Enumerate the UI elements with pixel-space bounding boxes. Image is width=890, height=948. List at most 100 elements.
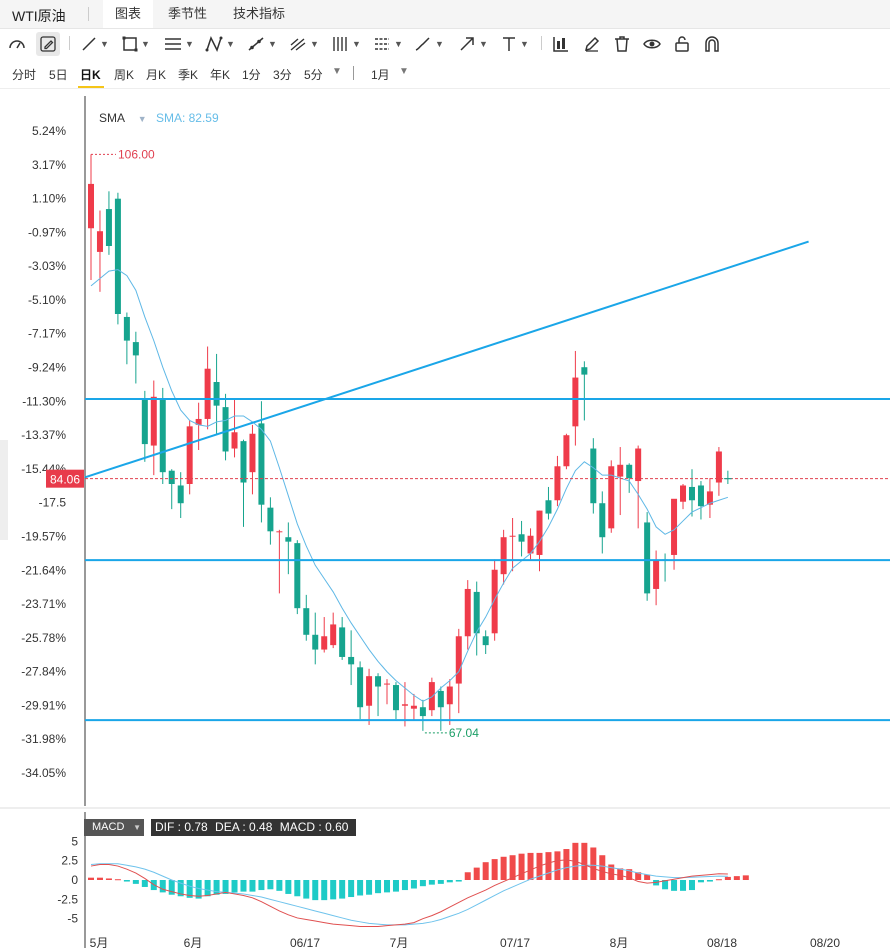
y-tick-label: -19.57% [21, 529, 66, 543]
period-quarterly[interactable]: 季K [178, 68, 199, 82]
eye-icon[interactable] [642, 32, 662, 56]
macd-histogram-bar [384, 880, 391, 893]
macd-histogram-bar [500, 856, 507, 880]
candle-body [222, 407, 229, 452]
trend-tool-icon[interactable]: ▼ [246, 32, 277, 56]
candle-body [473, 591, 480, 634]
macd-histogram-bar [608, 864, 615, 880]
magnet-icon[interactable] [702, 32, 722, 56]
period-3-min[interactable]: 3分 [273, 68, 292, 82]
sma-dropdown-icon[interactable]: ▼ [137, 114, 147, 124]
line-icon[interactable]: ▼ [80, 32, 109, 56]
fork-icon[interactable]: ▼ [288, 32, 319, 56]
period-weekly[interactable]: 周K [114, 68, 135, 82]
candle-body [608, 466, 615, 529]
trash-icon[interactable] [612, 32, 632, 56]
period-daily[interactable]: 日K [80, 68, 101, 82]
candle [168, 469, 175, 510]
candle [195, 402, 202, 450]
price-chart[interactable]: 5.24% 3.17% 1.10% -0.97% -3.03% -5.10% -7.17% -… [0, 96, 890, 948]
macd-selector[interactable]: MACD ▼ [84, 819, 144, 836]
brush-icon[interactable]: ▼ [413, 32, 444, 56]
pencil-icon[interactable] [36, 32, 60, 56]
candle [706, 478, 713, 518]
edit-icon[interactable] [582, 32, 602, 56]
macd-histogram-bar [446, 880, 453, 883]
candle-body [626, 464, 633, 479]
candle-body [294, 543, 301, 609]
pattern-icon[interactable]: ▼ [204, 32, 235, 56]
arrow-icon[interactable]: ▼ [457, 32, 488, 56]
tab-bar: WTI原油 图表 季节性 技术指标 [0, 0, 890, 29]
candle [724, 470, 731, 484]
rectangle-icon[interactable]: ▼ [121, 32, 150, 56]
candle [545, 486, 552, 520]
y-tick-label: -23.71% [21, 597, 66, 611]
candle-body [276, 531, 283, 533]
candle-body [384, 683, 391, 685]
period-intraday[interactable]: 分时 [12, 68, 37, 82]
range-dropdown-icon[interactable]: ▼ [399, 66, 409, 77]
candle [715, 447, 722, 496]
candle [366, 668, 373, 725]
period-5-day[interactable]: 5日 [49, 68, 68, 82]
candle [330, 612, 337, 649]
candle [348, 630, 355, 686]
period-yearly[interactable]: 年K [210, 68, 231, 82]
candle-body [186, 426, 193, 484]
sma-legend: SMA ▼ SMA: 82.59 [99, 111, 219, 125]
period-5-min[interactable]: 5分 [304, 68, 323, 82]
macd-histogram-bar [599, 855, 606, 880]
channel-icon[interactable]: ▼ [372, 32, 403, 56]
minute-period-dropdown-icon[interactable]: ▼ [332, 66, 342, 77]
candle [222, 393, 229, 461]
macd-y-tick: 2.5 [61, 854, 78, 868]
x-tick-label: 7月 [390, 936, 409, 948]
macd-histogram-bar [366, 880, 373, 895]
range-selector[interactable]: 1月 [371, 68, 390, 82]
high-label: 106.00 [118, 147, 155, 161]
macd-histogram-bar [312, 880, 319, 901]
candle-body [141, 398, 148, 445]
fib-icon[interactable]: ▼ [330, 32, 361, 56]
candle-body [428, 682, 435, 711]
macd-histogram-bar [706, 880, 713, 882]
candle-body [482, 636, 489, 646]
macd-histogram-bar [563, 849, 570, 880]
macd-histogram-bar [545, 852, 552, 880]
macd-y-tick: 0 [71, 873, 78, 887]
tab-seasonality[interactable]: 季节性 [168, 6, 208, 21]
candle [446, 679, 453, 725]
candle-body [635, 448, 642, 482]
tab-chart[interactable]: 图表 [103, 0, 154, 28]
tab-technical-indicators[interactable]: 技术指标 [233, 6, 286, 21]
measure-icon[interactable] [551, 32, 571, 56]
text-icon[interactable]: ▼ [500, 32, 529, 56]
lock-icon[interactable] [672, 32, 692, 56]
candle-body [168, 470, 175, 484]
macd-histogram-bar [348, 880, 355, 898]
macd-histogram-bar [141, 880, 148, 887]
macd-histogram-bar [294, 880, 301, 897]
candle-body [114, 198, 121, 314]
macd-histogram-bar [123, 880, 130, 882]
sma-name[interactable]: SMA [99, 111, 125, 125]
y-tick-label: -9.24% [28, 361, 66, 375]
macd-dif-value: DIF : 0.78 [155, 820, 208, 834]
candle-body [446, 686, 453, 705]
candle-body [518, 534, 525, 542]
parallel-lines-icon[interactable]: ▼ [163, 32, 194, 56]
side-panel-handle[interactable] [0, 440, 8, 540]
macd-histogram-bar [437, 880, 444, 884]
macd-histogram-bar [419, 880, 426, 887]
candle [653, 550, 660, 606]
period-monthly[interactable]: 月K [146, 68, 167, 82]
gauge-icon[interactable] [7, 32, 27, 56]
candle-body [213, 382, 220, 406]
y-tick-label: 1.10% [32, 192, 66, 206]
candle-body [150, 396, 157, 446]
instrument-title: WTI原油 [12, 8, 66, 24]
y-tick-label: -0.97% [28, 225, 66, 239]
macd-dif-line [90, 859, 728, 927]
period-1-min[interactable]: 1分 [242, 68, 261, 82]
